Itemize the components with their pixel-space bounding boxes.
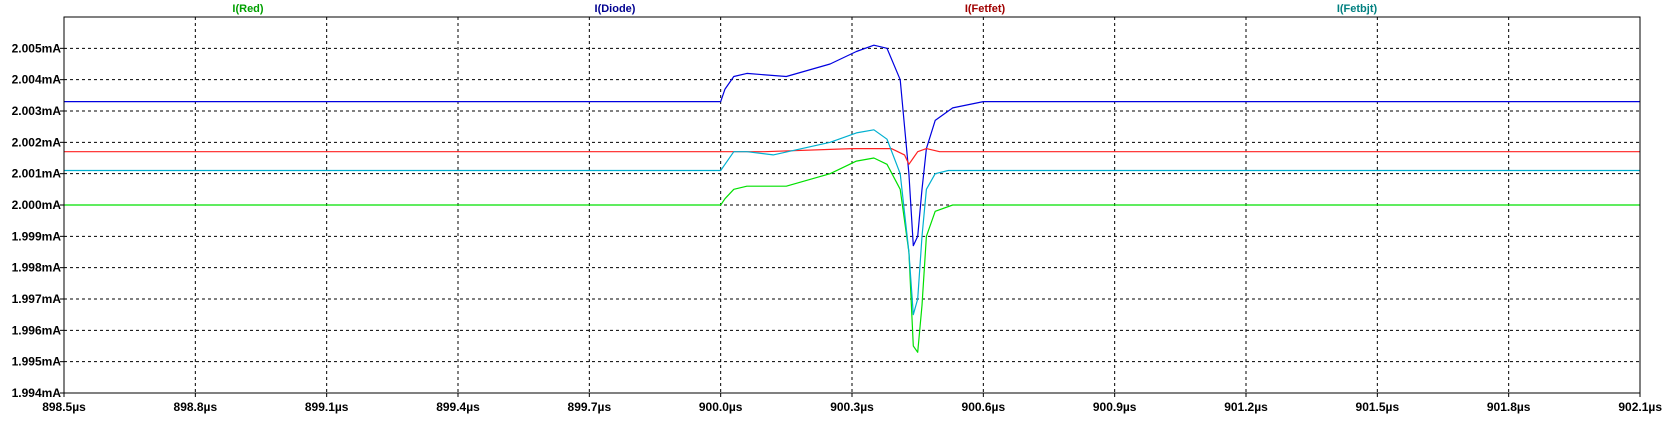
series-line-ifetbjt [64,129,1640,316]
y-tick-label: 2.002mA [12,135,62,149]
legend-entry: I(Red) [232,3,264,15]
x-tick-label: 899.7µs [568,400,612,414]
x-tick-label: 901.2µs [1224,400,1268,414]
legend-entry: I(Diode) [595,3,636,15]
y-tick-label: 1.999mA [12,229,62,243]
series-line-idiode [64,44,1640,247]
y-tick-label: 1.995mA [12,355,62,369]
x-tick-label: 898.5µs [42,400,86,414]
y-tick-label: 2.005mA [12,41,62,55]
y-tick-label: 2.003mA [12,104,62,118]
y-tick-label: 1.994mA [12,386,62,400]
series-line-ired [64,157,1640,353]
grid [64,17,1640,393]
series-line-ifetfet [64,148,1640,165]
x-tick-label: 899.4µs [436,400,480,414]
x-tick-label: 900.3µs [830,400,874,414]
x-tick-label: 900.6µs [962,400,1006,414]
legend: I(Red) I(Diode) I(Fetfet) I(Fetbjt) [232,3,1377,15]
legend-entry: I(Fetfet) [965,3,1006,15]
y-tick-label: 1.996mA [12,323,62,337]
x-tick-label: 902.1µs [1618,400,1662,414]
y-tick-label: 2.001mA [12,167,62,181]
series-lines [64,44,1640,353]
y-tick-label: 2.004mA [12,73,62,87]
x-tick-label: 898.8µs [174,400,218,414]
x-tick-label: 900.0µs [699,400,743,414]
legend-entry: I(Fetbjt) [1337,3,1378,15]
y-tick-label: 2.000mA [12,198,62,212]
y-tick-label: 1.998mA [12,261,62,275]
x-tick-label: 901.5µs [1356,400,1400,414]
x-tick-label: 900.9µs [1093,400,1137,414]
x-tick-label: 899.1µs [305,400,349,414]
y-tick-label: 1.997mA [12,292,62,306]
x-axis-ticks: 898.5µs 898.8µs 899.1µs 899.4µs 899.7µs 900.0… [42,393,1662,414]
x-tick-label: 901.8µs [1487,400,1531,414]
y-axis-ticks: 1.994mA 1.995mA 1.996mA 1.997mA 1.998mA 1.999… [12,41,64,400]
